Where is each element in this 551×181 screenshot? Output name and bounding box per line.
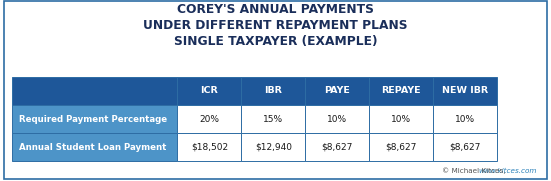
Bar	[369, 133, 433, 161]
FancyBboxPatch shape	[4, 1, 547, 179]
Bar	[12, 133, 177, 161]
Bar	[177, 105, 241, 133]
Text: $8,627: $8,627	[450, 143, 480, 151]
Bar	[12, 77, 177, 105]
Text: ICR: ICR	[201, 87, 218, 95]
Bar	[433, 105, 497, 133]
Text: PAYE: PAYE	[325, 87, 350, 95]
Text: Annual Student Loan Payment: Annual Student Loan Payment	[19, 143, 166, 151]
Bar	[369, 77, 433, 105]
Bar	[369, 105, 433, 133]
Bar	[305, 77, 369, 105]
Bar	[305, 105, 369, 133]
Bar	[177, 133, 241, 161]
Bar	[241, 77, 305, 105]
Bar	[305, 133, 369, 161]
Text: © Michael Kitces,: © Michael Kitces,	[442, 168, 508, 174]
Bar	[12, 105, 177, 133]
Text: $12,940: $12,940	[255, 143, 292, 151]
Bar	[241, 105, 305, 133]
Text: IBR: IBR	[264, 87, 282, 95]
Text: $8,627: $8,627	[322, 143, 353, 151]
Text: 20%: 20%	[199, 115, 219, 123]
Text: $8,627: $8,627	[386, 143, 417, 151]
Bar	[433, 77, 497, 105]
Bar	[241, 133, 305, 161]
Bar	[177, 77, 241, 105]
Text: 10%: 10%	[391, 115, 411, 123]
Text: 10%: 10%	[455, 115, 475, 123]
Text: $18,502: $18,502	[191, 143, 228, 151]
Text: NEW IBR: NEW IBR	[442, 87, 488, 95]
Bar	[433, 133, 497, 161]
Text: Required Payment Percentage: Required Payment Percentage	[19, 115, 167, 123]
Text: www.kitces.com: www.kitces.com	[479, 168, 537, 174]
Text: COREY'S ANNUAL PAYMENTS
UNDER DIFFERENT REPAYMENT PLANS
SINGLE TAXPAYER (EXAMPLE: COREY'S ANNUAL PAYMENTS UNDER DIFFERENT …	[143, 3, 408, 48]
Text: REPAYE: REPAYE	[381, 87, 421, 95]
Text: 10%: 10%	[327, 115, 347, 123]
Text: 15%: 15%	[263, 115, 283, 123]
